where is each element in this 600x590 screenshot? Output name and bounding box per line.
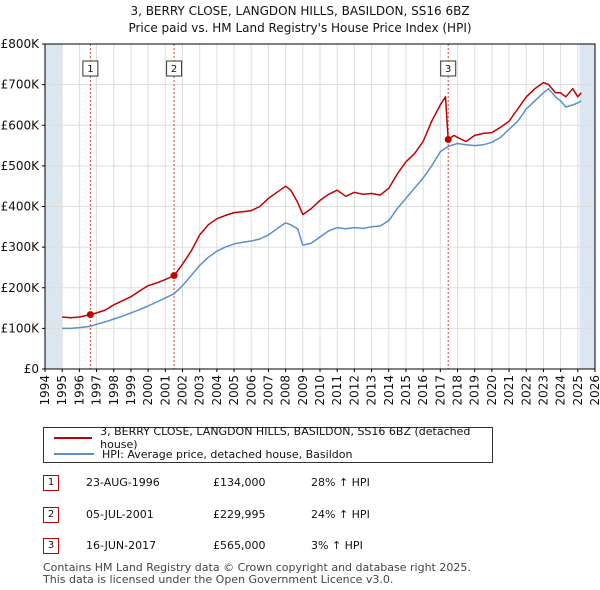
x-tick-label: 2025 xyxy=(571,375,585,406)
legend-item-hpi: HPI: Average price, detached house, Basi… xyxy=(54,446,352,462)
chart-title-line2: Price paid vs. HM Land Registry's House … xyxy=(128,21,472,35)
x-tick-label: 2019 xyxy=(468,375,482,406)
sale-label-number: 3 xyxy=(445,64,451,75)
y-tick-label: £400K xyxy=(1,200,41,214)
x-tick-label: 2010 xyxy=(313,375,327,406)
x-tick-label: 2026 xyxy=(588,375,600,406)
footer-copyright: Contains HM Land Registry data © Crown c… xyxy=(43,561,471,574)
chart-title-line1: 3, BERRY CLOSE, LANGDON HILLS, BASILDON,… xyxy=(130,4,470,18)
x-tick-label: 1997 xyxy=(90,375,104,406)
grid-lines xyxy=(44,43,596,370)
x-tick-label: 2008 xyxy=(279,375,293,406)
legend-label-property: 3, BERRY CLOSE, LANGDON HILLS, BASILDON,… xyxy=(100,425,471,451)
x-tick-label: 2005 xyxy=(227,375,241,406)
sale-label-box xyxy=(440,60,457,77)
sale-label-number: 2 xyxy=(171,64,177,75)
property-price-line xyxy=(62,81,582,319)
sale-price: £565,000 xyxy=(213,539,266,552)
x-tick-label: 1998 xyxy=(107,375,121,406)
sale-number-badge: 2 xyxy=(43,507,59,523)
x-tick-label: 2013 xyxy=(365,375,379,406)
x-tick-label: 1994 xyxy=(38,375,52,406)
y-tick-label: £300K xyxy=(1,240,41,254)
sale-label-box xyxy=(166,60,183,77)
y-tick-label: £0 xyxy=(24,362,39,376)
sale-point xyxy=(86,311,94,319)
x-tick-label: 2021 xyxy=(502,375,516,406)
y-tick-label: £500K xyxy=(1,159,41,173)
x-tick-label: 2018 xyxy=(451,375,465,406)
sale-markers: 1 2 3 xyxy=(82,60,457,319)
legend-label-hpi: HPI: Average price, detached house, Basi… xyxy=(102,447,353,461)
legend-item-property: 3, BERRY CLOSE, LANGDON HILLS, BASILDON,… xyxy=(54,425,492,451)
footer-licence: This data is licensed under the Open Gov… xyxy=(43,573,394,586)
x-tick-label: 2020 xyxy=(485,375,499,406)
axes: £0 £100K £200K £300K £400K £500K £600K £700K £80… xyxy=(1,37,600,406)
y-tick-label: £600K xyxy=(1,118,41,132)
sale-label-box xyxy=(82,60,99,77)
x-tick-label: 1999 xyxy=(124,375,138,406)
sale-hpi-change: 3% ↑ HPI xyxy=(311,539,363,552)
sale-date: 16-JUN-2017 xyxy=(86,539,157,552)
x-tick-label: 2017 xyxy=(433,375,447,406)
y-tick-label: £800K xyxy=(1,37,41,51)
sale-point xyxy=(170,272,178,280)
x-tick-label: 2006 xyxy=(244,375,258,406)
x-tick-label: 2023 xyxy=(536,375,550,406)
sale-hpi-change: 28% ↑ HPI xyxy=(311,476,370,489)
sale-label-number: 1 xyxy=(87,64,93,75)
sale-price: £229,995 xyxy=(213,508,266,521)
legend-swatch-hpi xyxy=(54,453,94,455)
sale-date: 23-AUG-1996 xyxy=(86,476,160,489)
legend-swatch-property xyxy=(54,437,93,439)
sale-number-badge: 3 xyxy=(43,538,59,554)
x-tick-label: 2016 xyxy=(416,375,430,406)
x-tick-label: 2011 xyxy=(330,375,344,406)
x-tick-label: 2007 xyxy=(261,375,275,406)
x-tick-label: 2022 xyxy=(519,375,533,406)
sale-number-badge: 1 xyxy=(43,475,59,491)
x-tick-label: 2014 xyxy=(382,375,396,406)
x-tick-label: 1996 xyxy=(72,375,86,406)
x-tick-label: 1995 xyxy=(55,375,69,406)
x-tick-label: 2000 xyxy=(141,375,155,406)
x-tick-label: 2012 xyxy=(347,375,361,406)
y-tick-label: £100K xyxy=(1,321,41,335)
hpi-line xyxy=(62,87,582,330)
x-tick-label: 2003 xyxy=(193,375,207,406)
sale-hpi-change: 24% ↑ HPI xyxy=(311,508,370,521)
y-tick-label: £700K xyxy=(1,78,41,92)
series-lines xyxy=(62,81,582,330)
sale-price: £134,000 xyxy=(213,476,266,489)
x-tick-label: 2002 xyxy=(176,375,190,406)
y-tick-label: £200K xyxy=(1,281,41,295)
x-tick-label: 2009 xyxy=(296,375,310,406)
x-tick-label: 2001 xyxy=(158,375,172,406)
x-tick-label: 2024 xyxy=(554,375,568,406)
x-tick-label: 2004 xyxy=(210,375,224,406)
sale-point xyxy=(444,135,452,143)
legend: 3, BERRY CLOSE, LANGDON HILLS, BASILDON,… xyxy=(43,425,493,463)
price-chart: £0 £100K £200K £300K £400K £500K £600K £700K £80… xyxy=(1,37,600,406)
x-tick-label: 2015 xyxy=(399,375,413,406)
sale-date: 05-JUL-2001 xyxy=(86,508,154,521)
